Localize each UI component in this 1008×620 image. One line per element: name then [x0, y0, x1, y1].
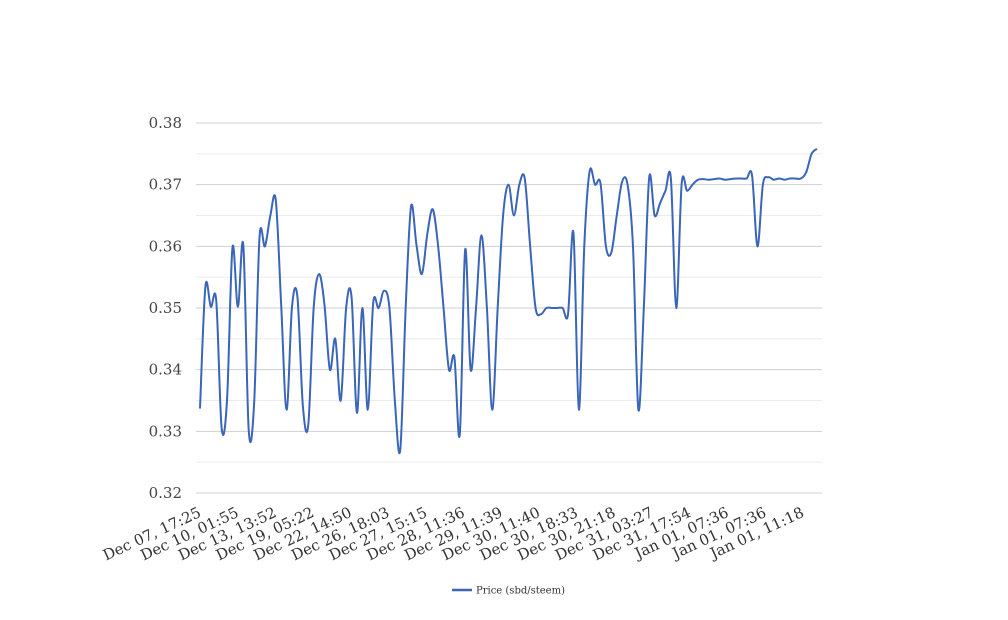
legend-label: Price (sbd/steem) [476, 586, 565, 597]
legend: Price (sbd/steem) [452, 586, 565, 597]
y-tick-label: 0.32 [149, 484, 182, 502]
y-tick-label: 0.35 [149, 299, 182, 317]
y-tick-label: 0.33 [149, 422, 182, 440]
y-tick-label: 0.37 [149, 176, 182, 194]
y-tick-label: 0.38 [149, 114, 182, 132]
series-layer [199, 148, 818, 454]
y-axis-ticks: 0.32 0.33 0.34 0.35 0.36 0.37 0.38 [149, 114, 182, 502]
series-line-price [199, 148, 818, 454]
y-tick-label: 0.36 [149, 237, 182, 255]
y-tick-label: 0.34 [149, 361, 182, 379]
